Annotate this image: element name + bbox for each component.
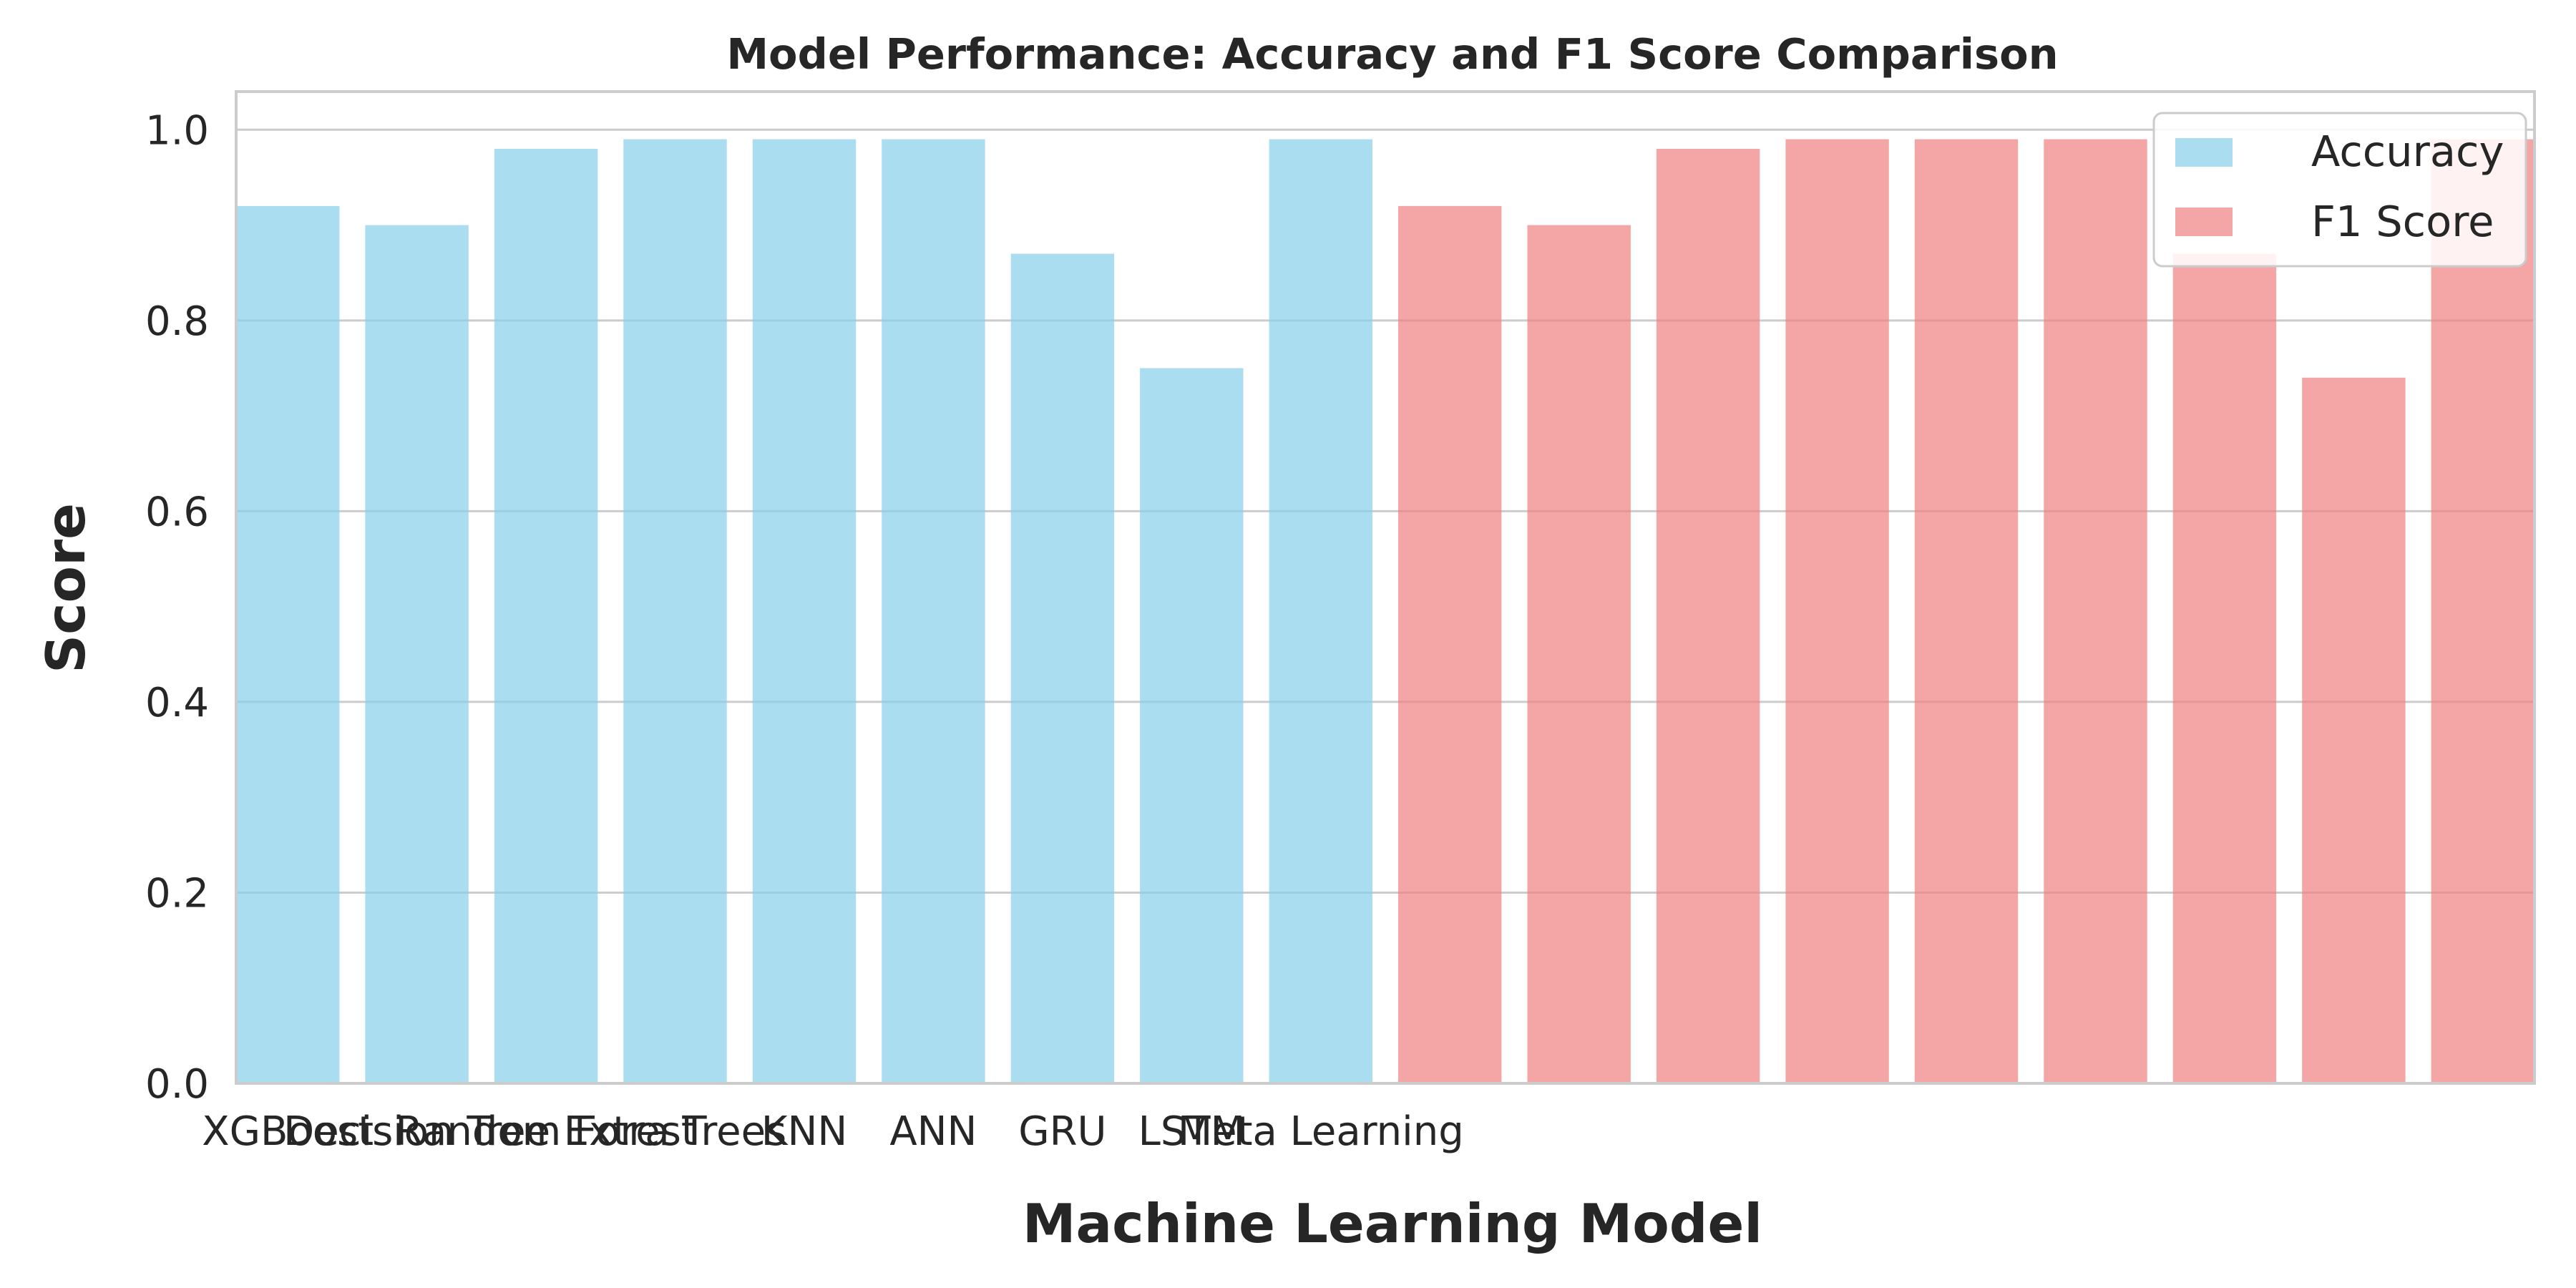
legend-swatch-accuracy — [2175, 138, 2233, 167]
bar-f1-score-lstm — [2302, 377, 2406, 1083]
x-tick-label: Meta Learning — [1178, 1108, 1464, 1155]
bar-f1-score-extra-trees — [1785, 139, 1889, 1084]
x-tick-label: LSTM — [1138, 1108, 1245, 1155]
bar-accuracy-meta-learning — [1269, 139, 1372, 1084]
plot-frame — [235, 90, 2536, 1085]
y-tick-labels: 0.0 0.2 0.4 0.6 0.8 1.0 — [145, 107, 209, 1108]
bar-accuracy-decision-tree — [365, 225, 469, 1084]
x-tick-label: KNN — [761, 1108, 848, 1155]
bar-accuracy-gru — [1010, 253, 1115, 1084]
bar-f1-score-meta-learning — [2431, 139, 2534, 1084]
bar-accuracy-knn — [752, 139, 857, 1084]
bar-f1-score-gru — [2172, 253, 2277, 1084]
bar-f1-score-decision-tree — [1527, 225, 1631, 1084]
x-axis-label: Machine Learning Model — [1023, 1192, 1762, 1255]
bar-accuracy-ann — [882, 139, 985, 1084]
y-tick-label: 0.6 — [145, 489, 209, 535]
y-tick-label: 0.4 — [145, 680, 209, 726]
bar-f1-score-random-forest — [1656, 149, 1760, 1083]
y-tick-label: 0.2 — [145, 870, 209, 917]
legend-label-accuracy: Accuracy — [2311, 127, 2504, 176]
bars — [236, 139, 2534, 1084]
chart-title: Model Performance: Accuracy and F1 Score… — [726, 29, 2058, 79]
x-tick-label: GRU — [1018, 1108, 1106, 1155]
legend: Accuracy F1 Score — [2152, 112, 2527, 268]
legend-box — [2152, 112, 2527, 268]
bar-f1-score-knn — [1914, 139, 2019, 1084]
y-tick-label: 0.8 — [145, 298, 209, 345]
bar-f1-score-ann — [2044, 139, 2147, 1084]
bar-accuracy-xgboost — [236, 205, 340, 1083]
legend-label-f1-score: F1 Score — [2311, 197, 2494, 246]
x-tick-label: Random Forest — [395, 1108, 697, 1155]
x-tick-label: XGBoost — [202, 1108, 374, 1155]
bar-f1-score-xgboost — [1398, 205, 1502, 1083]
y-tick-label: 1.0 — [145, 107, 209, 154]
y-axis-label: Score — [34, 503, 97, 673]
x-tick-label: Extra Trees — [564, 1108, 786, 1155]
x-tick-label: Decision Tree — [283, 1108, 550, 1155]
plot-background — [236, 92, 2534, 1083]
bar-accuracy-random-forest — [494, 149, 598, 1083]
legend-swatch-f1-score — [2175, 208, 2233, 236]
y-tick-label: 0.0 — [145, 1061, 209, 1108]
bar-accuracy-lstm — [1140, 368, 1244, 1083]
bar-accuracy-extra-trees — [623, 139, 727, 1084]
x-tick-label: ANN — [889, 1108, 977, 1155]
